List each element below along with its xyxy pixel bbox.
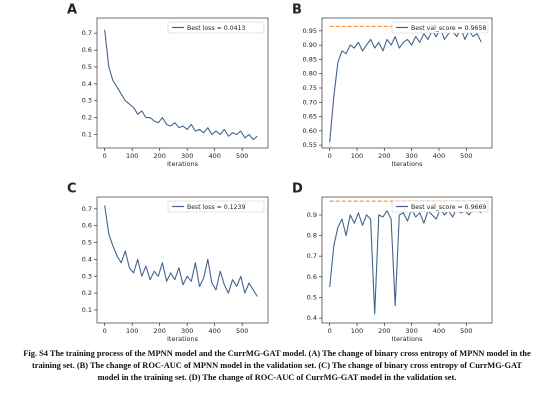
x-axis-label: Iterations — [392, 335, 424, 343]
series-line — [329, 27, 482, 143]
x-tick-label: 0 — [328, 327, 332, 335]
x-tick-label: 0 — [103, 152, 107, 160]
y-tick-label: 0.2 — [82, 289, 92, 297]
y-tick-label: 0.2 — [82, 114, 92, 122]
axes-frame — [96, 17, 269, 149]
legend-box — [391, 200, 489, 213]
y-tick-label: 0.4 — [82, 255, 92, 263]
x-tick-label: 200 — [378, 327, 390, 335]
legend-label: Best val_score = 0.9658 — [411, 25, 486, 32]
x-tick-label: 100 — [126, 152, 138, 160]
y-tick-label: 0.1 — [82, 306, 92, 314]
y-tick-label: 0.7 — [82, 205, 92, 213]
x-tick-label: 200 — [378, 152, 390, 160]
y-tick-label: 0.75 — [303, 84, 317, 92]
x-axis-label: Iterations — [167, 335, 199, 343]
y-tick-label: 0.80 — [303, 70, 317, 78]
x-tick-label: 0 — [103, 327, 107, 335]
y-tick-label: 0.70 — [303, 98, 317, 106]
x-tick-label: 400 — [208, 152, 220, 160]
y-tick-label: 0.3 — [82, 97, 92, 105]
caption-line: training set. (B) The change of ROC-AUC … — [31, 361, 523, 370]
axes-frame — [321, 196, 493, 324]
y-tick-label: 0.8 — [307, 232, 317, 240]
figure: A 0 100 200 300 400 500 0.1 0.2 0.3 0.4 0.5 0.6 0.7 It… — [67, 3, 493, 343]
y-tick-label: 0.5 — [82, 63, 92, 71]
y-tick-label: 0.4 — [82, 80, 92, 88]
axes-frame — [96, 196, 269, 324]
y-tick-label: 0.9 — [307, 211, 317, 219]
y-tick-label: 0.5 — [307, 293, 317, 301]
x-tick-label: 200 — [153, 152, 165, 160]
x-tick-label: 400 — [433, 327, 445, 335]
panel-label: A — [67, 3, 77, 18]
y-tick-label: 0.95 — [303, 27, 317, 35]
y-tick-label: 0.5 — [82, 239, 92, 247]
legend-label: Best loss = 0.1239 — [187, 204, 245, 211]
series-line — [104, 29, 258, 141]
y-tick-label: 0.65 — [303, 113, 317, 121]
x-tick-label: 300 — [405, 152, 417, 160]
y-tick-label: 0.55 — [303, 141, 317, 149]
panel-label: B — [292, 3, 302, 18]
y-tick-label: 0.7 — [82, 29, 92, 37]
legend-box — [391, 21, 489, 34]
series-line — [329, 208, 482, 315]
x-tick-label: 500 — [236, 152, 248, 160]
x-tick-label: 100 — [351, 152, 363, 160]
x-tick-label: 400 — [433, 152, 445, 160]
y-tick-label: 0.90 — [303, 41, 317, 49]
y-tick-label: 0.85 — [303, 55, 317, 63]
y-tick-label: 0.7 — [307, 252, 317, 260]
x-tick-label: 300 — [181, 152, 193, 160]
series-line — [104, 205, 258, 297]
panel-label: C — [67, 182, 77, 197]
y-tick-label: 0.3 — [82, 272, 92, 280]
x-tick-label: 300 — [181, 327, 193, 335]
legend-label: Best val_score = 0.9669 — [411, 204, 486, 211]
x-tick-label: 400 — [208, 327, 220, 335]
legend-box — [167, 200, 265, 213]
x-tick-label: 500 — [236, 327, 248, 335]
x-tick-label: 500 — [460, 152, 472, 160]
y-tick-label: 0.6 — [82, 46, 92, 54]
x-tick-label: 500 — [460, 327, 472, 335]
y-tick-label: 0.4 — [307, 314, 317, 322]
legend-box — [167, 21, 265, 34]
axes-frame — [321, 17, 493, 149]
y-tick-label: 0.1 — [82, 130, 92, 138]
caption: Fig. S4 The training process of the MPNN… — [20, 348, 534, 384]
y-tick-label: 0.60 — [303, 127, 317, 135]
x-axis-label: Iterations — [392, 160, 424, 168]
x-tick-label: 200 — [153, 327, 165, 335]
x-tick-label: 300 — [405, 327, 417, 335]
y-tick-label: 0.6 — [82, 222, 92, 230]
x-axis-label: Iterations — [167, 160, 199, 168]
x-tick-label: 100 — [351, 327, 363, 335]
caption-line: model in the training set. (D) The chang… — [97, 373, 457, 382]
legend-label: Best loss = 0.0413 — [187, 25, 245, 32]
y-tick-label: 0.6 — [307, 273, 317, 281]
x-tick-label: 100 — [126, 327, 138, 335]
caption-line: Fig. S4 The training process of the MPNN… — [23, 349, 531, 358]
panel-label: D — [292, 182, 303, 197]
x-tick-label: 0 — [328, 152, 332, 160]
